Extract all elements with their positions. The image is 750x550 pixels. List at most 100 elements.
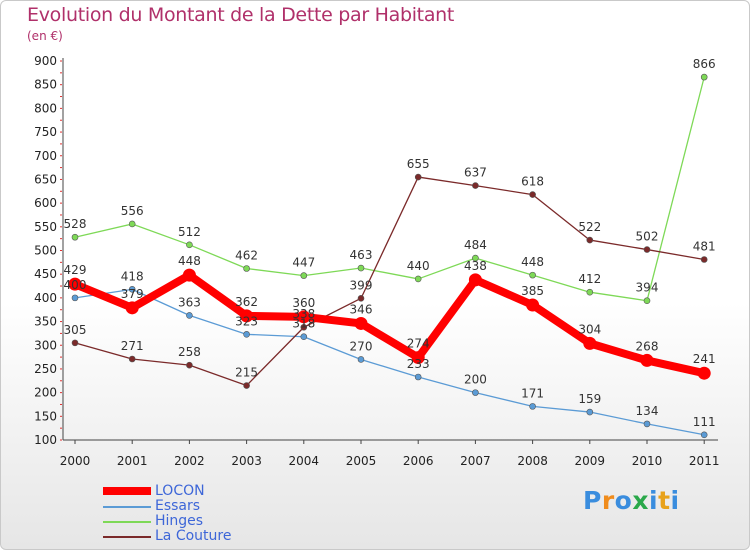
data-point-hinges bbox=[586, 288, 594, 296]
y-tick-label: 100 bbox=[34, 433, 57, 447]
data-point-la-couture bbox=[529, 191, 536, 198]
data-label-la-couture: 215 bbox=[235, 366, 258, 380]
data-point-locon bbox=[240, 309, 254, 323]
data-label-la-couture: 271 bbox=[121, 339, 144, 353]
data-label-hinges: 412 bbox=[578, 272, 601, 286]
y-tick-label: 350 bbox=[34, 315, 57, 329]
x-tick-label: 2003 bbox=[231, 454, 262, 468]
legend-label-la-couture: La Couture bbox=[155, 528, 232, 544]
data-label-locon: 379 bbox=[121, 287, 144, 301]
data-label-hinges: 463 bbox=[350, 248, 373, 262]
data-label-essars: 233 bbox=[407, 357, 430, 371]
data-label-hinges: 462 bbox=[235, 249, 258, 263]
data-label-la-couture: 305 bbox=[64, 323, 87, 337]
data-label-locon: 385 bbox=[521, 284, 544, 298]
series-line-locon bbox=[71, 271, 709, 378]
data-point-hinges bbox=[186, 241, 193, 249]
data-point-essars bbox=[643, 420, 651, 428]
y-tick-label: 800 bbox=[34, 101, 57, 115]
data-label-hinges: 440 bbox=[407, 259, 430, 273]
data-label-hinges: 447 bbox=[292, 256, 315, 270]
data-label-hinges: 556 bbox=[121, 204, 144, 218]
data-point-hinges bbox=[643, 297, 651, 305]
logo-letter: t bbox=[658, 486, 671, 515]
data-label-la-couture: 655 bbox=[407, 157, 430, 171]
y-tick-label: 550 bbox=[34, 220, 57, 234]
data-point-essars bbox=[243, 331, 250, 338]
legend-label-locon: LOCON bbox=[155, 483, 205, 499]
data-label-la-couture: 637 bbox=[464, 166, 487, 180]
x-tick-label: 2004 bbox=[289, 454, 320, 468]
data-label-essars: 111 bbox=[693, 415, 716, 429]
x-tick-label: 2002 bbox=[174, 454, 205, 468]
x-tick-label: 2007 bbox=[460, 454, 491, 468]
logo-letter: i bbox=[649, 486, 659, 515]
data-point-hinges bbox=[300, 272, 308, 279]
data-point-la-couture bbox=[472, 182, 479, 189]
y-tick-label: 500 bbox=[34, 244, 57, 258]
data-point-la-couture bbox=[586, 236, 594, 244]
data-label-essars: 200 bbox=[464, 373, 487, 387]
data-point-locon bbox=[354, 316, 368, 330]
y-tick-label: 900 bbox=[34, 54, 57, 68]
series-line-hinges bbox=[74, 76, 705, 302]
data-point-hinges bbox=[700, 73, 708, 81]
data-point-la-couture bbox=[71, 339, 79, 347]
data-point-essars bbox=[414, 373, 422, 381]
series-line-la-couture bbox=[74, 176, 705, 387]
logo-letter: x bbox=[632, 486, 649, 515]
data-label-locon: 448 bbox=[178, 254, 201, 268]
legend-label-essars: Essars bbox=[155, 498, 201, 514]
legend-label-hinges: Hinges bbox=[155, 513, 204, 529]
data-label-essars: 270 bbox=[350, 339, 373, 353]
chart-axes: 100 150 200 250 300 350 400 450 500 550 600 650 700 7… bbox=[34, 54, 719, 468]
data-point-la-couture bbox=[357, 295, 365, 302]
data-point-hinges bbox=[529, 271, 536, 279]
data-label-locon: 429 bbox=[64, 263, 87, 277]
data-point-locon bbox=[182, 268, 196, 282]
data-point-la-couture bbox=[414, 173, 422, 181]
legend-swatch-essars bbox=[103, 506, 151, 508]
y-tick-label: 700 bbox=[34, 149, 57, 163]
data-point-essars bbox=[586, 408, 594, 416]
data-label-locon: 241 bbox=[693, 352, 716, 366]
logo-letter: i bbox=[670, 486, 680, 515]
data-point-hinges bbox=[243, 265, 250, 272]
data-label-locon: 360 bbox=[292, 296, 315, 310]
data-label-hinges: 394 bbox=[636, 281, 659, 295]
x-tick-label: 2001 bbox=[117, 454, 148, 468]
x-tick-label: 2008 bbox=[517, 454, 548, 468]
data-label-la-couture: 502 bbox=[636, 230, 659, 244]
data-point-locon bbox=[640, 353, 654, 367]
data-point-hinges bbox=[71, 233, 79, 241]
series-la-couture bbox=[71, 173, 708, 389]
data-label-locon: 346 bbox=[350, 302, 373, 316]
y-tick-label: 450 bbox=[34, 267, 57, 281]
data-point-la-couture bbox=[128, 355, 136, 363]
data-label-la-couture: 522 bbox=[578, 220, 601, 234]
data-label-hinges: 866 bbox=[693, 57, 716, 71]
data-point-locon bbox=[526, 298, 540, 312]
x-tick-label: 2005 bbox=[346, 454, 377, 468]
data-label-locon: 274 bbox=[407, 337, 430, 351]
chart-title: Evolution du Montant de la Dette par Hab… bbox=[27, 4, 455, 26]
data-point-la-couture bbox=[700, 256, 708, 263]
data-point-essars bbox=[186, 312, 193, 319]
y-tick-label: 850 bbox=[34, 78, 57, 92]
data-point-hinges bbox=[414, 275, 422, 283]
data-label-locon: 362 bbox=[235, 295, 258, 309]
chart-subtitle: (en €) bbox=[27, 29, 63, 43]
x-tick-label: 2011 bbox=[689, 454, 720, 468]
legend-swatch-locon bbox=[103, 487, 151, 495]
data-point-essars bbox=[357, 356, 365, 363]
data-label-la-couture: 258 bbox=[178, 345, 201, 359]
data-point-hinges bbox=[472, 254, 479, 262]
data-point-hinges bbox=[357, 264, 365, 272]
y-tick-label: 400 bbox=[34, 291, 57, 305]
y-tick-label: 150 bbox=[34, 409, 57, 423]
data-point-essars bbox=[472, 389, 479, 396]
data-point-locon bbox=[125, 301, 139, 315]
data-label-essars: 418 bbox=[121, 269, 144, 283]
